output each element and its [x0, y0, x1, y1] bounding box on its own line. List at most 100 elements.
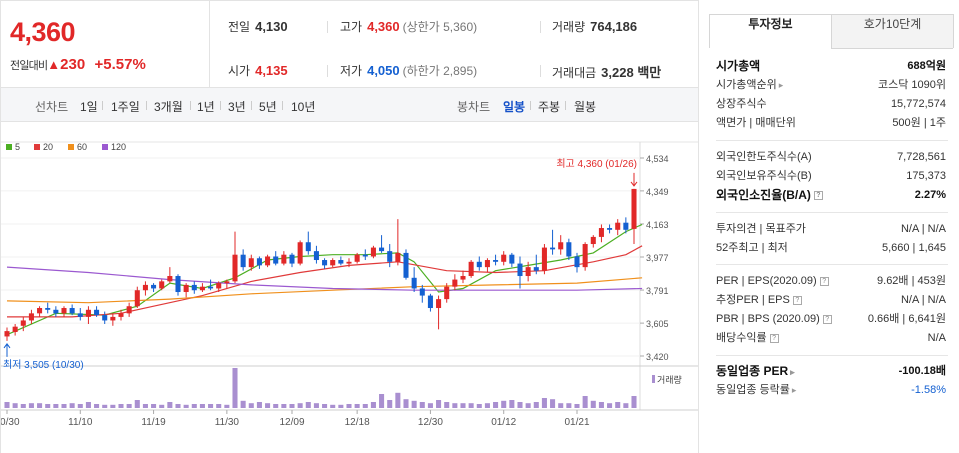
sector-per-text: 동일업종 PER: [716, 364, 789, 378]
candle-body: [110, 316, 116, 321]
period-3m[interactable]: 3개월: [154, 100, 183, 114]
volume-bar: [77, 404, 83, 408]
trade-amount: 거래대금 3,228 백만: [552, 62, 661, 81]
row-shares: 상장주식수 15,772,574: [716, 95, 946, 113]
foreign-ratio-label: 외국인소진율(B/A)?: [716, 186, 823, 204]
volume-bar: [281, 404, 287, 408]
legend-swatch: [34, 144, 40, 150]
candle-body: [607, 228, 613, 230]
divider: [530, 101, 531, 110]
help-icon[interactable]: ?: [813, 191, 823, 201]
divider: [540, 65, 541, 77]
divider: [716, 212, 948, 213]
row-pbr: PBR | BPS (2020.09)? 0.66배 | 6,641원: [716, 310, 946, 328]
tab-invest-info[interactable]: 투자정보: [710, 15, 831, 49]
candle-body: [102, 315, 108, 321]
market-cap-rank-value: 코스닥 1090위: [877, 79, 946, 91]
row-foreign-hold: 외국인보유주식수(B) 175,373: [716, 167, 946, 185]
candle-body: [313, 251, 319, 261]
candle-body: [362, 254, 368, 257]
candle-body: [69, 308, 75, 314]
volume-bar: [28, 403, 34, 408]
candle-body: [574, 256, 580, 268]
volume-bar: [20, 404, 26, 408]
divider: [327, 65, 328, 77]
candle-body: [45, 308, 51, 310]
tab-hoga-10[interactable]: 호가10단계: [831, 15, 953, 49]
candle-body: [590, 236, 596, 245]
candle-weekly[interactable]: 주봉: [538, 100, 561, 114]
x-tick-label: 12/30: [418, 417, 443, 428]
row-sector-per[interactable]: 동일업종 PER ▸ -100.18배: [716, 362, 946, 380]
volume-bar: [224, 404, 230, 408]
y-tick-label: 3,977: [646, 253, 669, 263]
y-tick-label: 3,420: [646, 352, 669, 362]
candle-body: [623, 222, 629, 230]
candle-body: [338, 260, 344, 264]
volume-bar: [126, 404, 132, 408]
candle-daily[interactable]: 일봉: [503, 100, 526, 114]
volume-bar: [460, 403, 466, 408]
divider: [146, 101, 147, 110]
change-value: 230: [60, 56, 86, 73]
period-1w[interactable]: 1주일: [111, 100, 140, 114]
volume-bar: [134, 400, 140, 408]
divider: [540, 21, 541, 33]
candle-body: [403, 252, 409, 278]
chevron-right-icon: ▸: [791, 385, 797, 395]
volume-bar: [395, 392, 401, 408]
x-tick-label: 11/19: [141, 417, 166, 428]
candle-body: [175, 276, 181, 293]
candle-monthly[interactable]: 월봉: [574, 100, 597, 114]
change-label: 전일대비: [10, 60, 48, 72]
info-tabs: 투자정보 호가10단계: [709, 14, 954, 49]
x-tick-label: 11/30: [215, 417, 240, 428]
period-5y[interactable]: 5년: [259, 100, 277, 114]
divider: [716, 140, 948, 141]
divider: [102, 101, 103, 110]
current-price: 4,360: [10, 17, 76, 47]
row-market-cap: 시가총액 688억원: [716, 57, 946, 75]
volume-bar: [541, 398, 547, 408]
volume-bar: [69, 403, 75, 408]
row-sector-rate[interactable]: 동일업종 등락률 ▸ -1.58%: [716, 381, 946, 399]
volume-bar: [159, 404, 165, 408]
lower-limit: (하한가 2,895): [402, 64, 478, 78]
week52-label: 52주최고 | 최저: [716, 242, 788, 254]
amount-value: 3,228 백만: [601, 65, 662, 80]
period-1y[interactable]: 1년: [197, 100, 215, 114]
row-market-cap-rank[interactable]: 시가총액순위 ▸ 코스닥 1090위: [716, 76, 946, 94]
volume-bar: [142, 404, 148, 408]
candle-body: [126, 306, 132, 314]
candle-body: [281, 254, 287, 264]
volume-bar: [183, 404, 189, 408]
chevron-right-icon: ▸: [778, 80, 784, 90]
candle-body: [330, 260, 336, 266]
row-par-value: 액면가 | 매매단위 500원 | 1주: [716, 114, 946, 132]
row-per: PER | EPS(2020.09)? 9.62배 | 453원: [716, 272, 946, 290]
ma-line-60: [6, 277, 643, 304]
change-percent: +5.57%: [94, 56, 146, 73]
period-1d[interactable]: 1일: [80, 100, 98, 114]
foreign-limit-label: 외국인한도주식수(A): [716, 151, 812, 163]
sector-rate-label: 동일업종 등락률 ▸: [716, 381, 796, 399]
volume-bar: [191, 404, 197, 408]
candle-body: [20, 320, 26, 326]
help-icon[interactable]: ?: [822, 314, 832, 324]
x-tick-label: 10/30: [1, 417, 20, 428]
est-per-label: 추정PER | EPS?: [716, 291, 802, 309]
volume-bar: [419, 402, 425, 408]
volume-bar: [208, 404, 214, 408]
help-icon[interactable]: ?: [769, 333, 779, 343]
opinion-label: 투자의견 | 목표주가: [716, 223, 806, 235]
shares-value: 15,772,574: [890, 98, 946, 110]
foreign-hold-label: 외국인보유주식수(B): [716, 170, 812, 182]
stock-chart[interactable]: 5 20 60 120 4,534 4,349 4,163 3,977 3,791 3,605 3,…: [0, 122, 699, 453]
candle-body: [379, 247, 385, 252]
period-10y[interactable]: 10년: [291, 100, 316, 114]
period-3y[interactable]: 3년: [228, 100, 246, 114]
legend-label: 20: [43, 142, 53, 152]
help-icon[interactable]: ?: [819, 276, 829, 286]
help-icon[interactable]: ?: [792, 295, 802, 305]
candle-body: [468, 261, 474, 277]
